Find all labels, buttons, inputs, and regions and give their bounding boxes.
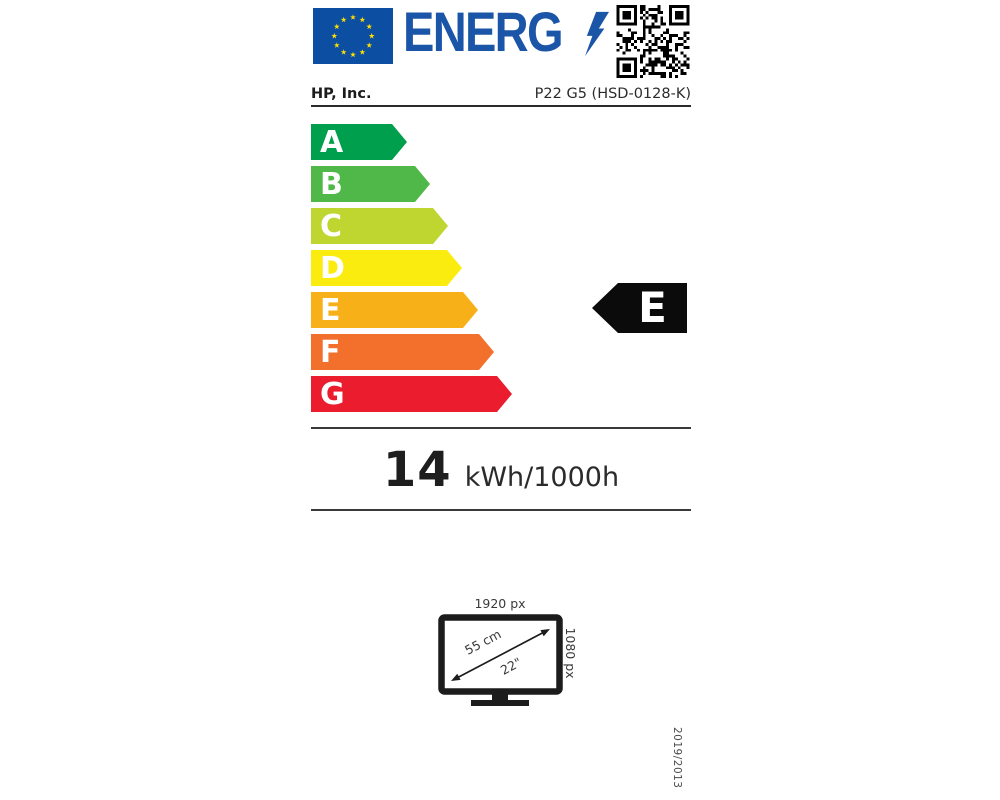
qr-code-icon: [616, 5, 690, 78]
product-rating-letter: E: [638, 283, 667, 332]
energy-consumption: 14 kWh/1000h: [311, 442, 691, 498]
monitor-stand-neck: [492, 692, 508, 701]
lightning-bolt-icon: [585, 11, 609, 57]
monitor-stand-base: [471, 700, 529, 706]
energy-class-letter-e: E: [320, 293, 341, 328]
energy-class-letter-a: A: [320, 125, 344, 160]
energy-class-bar-d: D: [311, 250, 462, 286]
regulation-number: 2019/2013: [671, 727, 683, 789]
energy-class-bar-e: E: [311, 292, 478, 328]
diagonal-arrow-icon: [451, 629, 550, 681]
energy-class-bar-f: F: [311, 334, 494, 370]
energy-class-letter-b: B: [320, 167, 343, 202]
energy-class-bar-a: A: [311, 124, 407, 160]
eu-flag-icon: [313, 8, 393, 64]
energy-class-letter-d: D: [320, 251, 345, 286]
energy-class-bar-g: G: [311, 376, 512, 412]
energy-class-letter-g: G: [320, 377, 345, 412]
supplier-brand: HP, Inc.: [311, 86, 372, 102]
divider-consumption-bottom: [311, 509, 691, 511]
screen-height-label: 1080 px: [563, 627, 578, 678]
divider-consumption-top: [311, 427, 691, 429]
product-rating-arrow: E: [592, 283, 687, 333]
consumption-value: 14: [382, 442, 452, 498]
energy-class-bar-b: B: [311, 166, 430, 202]
screen-width-label: 1920 px: [474, 596, 525, 611]
energy-class-bar-c: C: [311, 208, 448, 244]
model-identifier: P22 G5 (HSD-0128-K): [534, 86, 691, 102]
energy-class-letter-f: F: [320, 335, 341, 370]
consumption-unit: kWh/1000h: [464, 462, 620, 493]
monitor-pictogram: 1920 px 55 cm 22" 1080 px: [438, 596, 578, 706]
energy-class-letter-c: C: [320, 209, 343, 244]
energ-logo-text: ENERG: [403, 0, 564, 63]
supplier-row: HP, Inc. P22 G5 (HSD-0128-K): [311, 86, 691, 102]
divider-top: [311, 105, 691, 107]
